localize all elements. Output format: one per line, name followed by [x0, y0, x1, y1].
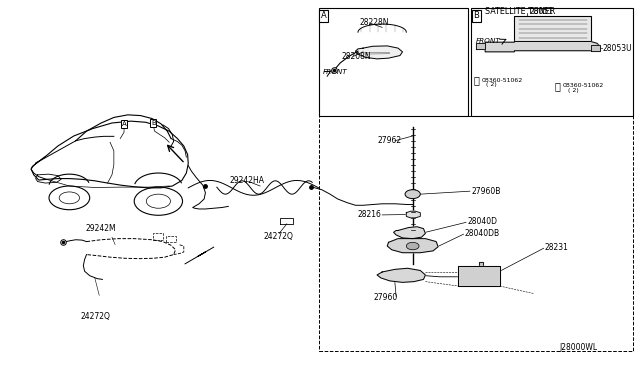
Text: ( 2): ( 2): [568, 88, 579, 93]
Text: FRONT: FRONT: [323, 69, 347, 75]
Polygon shape: [387, 238, 438, 253]
Text: SATELLITE TUNER: SATELLITE TUNER: [485, 7, 556, 16]
Text: 28051: 28051: [530, 7, 554, 16]
Text: 08360-51062: 08360-51062: [563, 83, 604, 89]
Text: 28231: 28231: [545, 243, 569, 252]
Text: 28216: 28216: [358, 211, 382, 219]
Polygon shape: [591, 45, 600, 51]
Polygon shape: [484, 41, 600, 52]
Text: FRONT: FRONT: [476, 38, 501, 44]
Text: B: B: [474, 11, 479, 20]
Polygon shape: [394, 227, 426, 238]
Text: 28053U: 28053U: [602, 44, 632, 52]
Text: ( 2): ( 2): [486, 82, 497, 87]
Text: A: A: [122, 121, 127, 127]
Text: J28000WL: J28000WL: [559, 343, 597, 352]
Text: Ⓢ: Ⓢ: [555, 81, 561, 91]
Text: 24272Q: 24272Q: [81, 312, 111, 321]
Polygon shape: [458, 266, 500, 286]
Text: 08360-51062: 08360-51062: [481, 77, 523, 83]
Circle shape: [406, 242, 419, 250]
Text: Ⓢ: Ⓢ: [474, 75, 479, 85]
Text: 28040DB: 28040DB: [465, 229, 500, 238]
Polygon shape: [479, 262, 483, 266]
Text: 27960B: 27960B: [471, 187, 500, 196]
Polygon shape: [355, 46, 403, 59]
Text: 27960: 27960: [373, 294, 397, 302]
Text: B: B: [151, 120, 156, 126]
Polygon shape: [476, 43, 485, 49]
Text: 28228N: 28228N: [359, 18, 388, 27]
Text: 29242M: 29242M: [86, 224, 116, 233]
Circle shape: [405, 190, 420, 199]
Text: 28040D: 28040D: [467, 218, 497, 227]
Text: A: A: [321, 11, 326, 20]
Polygon shape: [377, 268, 426, 282]
Polygon shape: [515, 16, 591, 42]
Polygon shape: [406, 211, 420, 218]
Text: 28208N: 28208N: [342, 52, 371, 61]
Text: 29242HA: 29242HA: [230, 176, 264, 185]
Text: 24272Q: 24272Q: [263, 231, 293, 241]
Text: 27962: 27962: [378, 136, 402, 145]
